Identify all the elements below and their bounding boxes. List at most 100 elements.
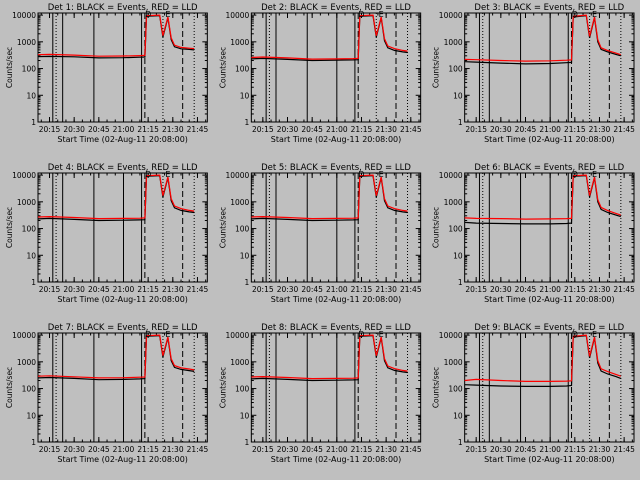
x-tick-label: 20:30: [277, 445, 299, 454]
y-axis-label: Counts/sec: [432, 47, 441, 88]
marker-label: E: [592, 10, 597, 19]
y-tick-label: 1000: [17, 198, 36, 207]
y-tick-label: 10: [453, 251, 463, 260]
x-tick-label: 20:15: [465, 445, 487, 454]
series-line-lld: [251, 174, 408, 220]
y-tick-label: 10000: [439, 171, 463, 180]
y-tick-label: 10000: [439, 331, 463, 340]
x-tick-label: 21:45: [613, 285, 635, 294]
y-axis-label: Counts/sec: [5, 367, 14, 408]
y-tick-label: 100: [22, 65, 37, 74]
x-tick-label: 21:45: [187, 445, 209, 454]
plot-frame: [464, 12, 635, 123]
x-tick-label: 21:00: [113, 285, 135, 294]
panel-det-5: Det 5: BLACK = Events, RED = LLD 1 10 100 10…: [218, 163, 421, 304]
x-tick-label: 20:45: [515, 285, 537, 294]
x-tick-label: 21:30: [162, 445, 184, 454]
x-tick-label: 20:30: [63, 125, 85, 134]
y-tick-label: 1000: [444, 198, 463, 207]
x-tick-label: 21:30: [162, 125, 184, 134]
x-tick-label: 20:30: [277, 125, 299, 134]
panel-det-7: Det 7: BLACK = Events, RED = LLD 1 10 100 10…: [5, 323, 208, 464]
x-tick-label: 20:30: [490, 125, 512, 134]
y-axis-label: Counts/sec: [5, 207, 14, 248]
x-axis-label: Start Time (02-Aug-11 20:08:00): [57, 455, 188, 464]
marker-label: E: [165, 10, 170, 19]
x-tick-label: 21:15: [137, 445, 159, 454]
x-tick-label: 21:00: [326, 445, 348, 454]
marker-label: D: [572, 170, 578, 179]
plot-frame: [37, 12, 208, 123]
x-tick-label: 20:30: [277, 285, 299, 294]
x-axis-label: Start Time (02-Aug-11 20:08:00): [484, 295, 615, 304]
x-tick-label: 21:15: [351, 285, 373, 294]
marker-label: D: [145, 10, 151, 19]
y-tick-label: 1: [458, 118, 463, 127]
y-axis-label: Counts/sec: [5, 47, 14, 88]
y-tick-label: 10000: [12, 171, 36, 180]
x-tick-label: 21:45: [400, 285, 422, 294]
y-tick-label: 1: [245, 118, 250, 127]
x-axis-label: Start Time (02-Aug-11 20:08:00): [271, 295, 402, 304]
x-tick-label: 20:30: [63, 445, 85, 454]
chart-title: Det 2: BLACK = Events, RED = LLD: [261, 3, 411, 13]
plot-frame: [37, 172, 208, 283]
y-tick-label: 1000: [444, 38, 463, 47]
series-line-events: [464, 15, 621, 65]
x-tick-label: 20:30: [490, 285, 512, 294]
series-line-lld: [37, 174, 195, 220]
x-tick-label: 21:00: [539, 285, 561, 294]
panel-det-6: Det 6: BLACK = Events, RED = LLD 1 10 100 10…: [432, 163, 635, 304]
marker-label: E: [165, 170, 170, 179]
y-tick-label: 100: [448, 65, 463, 74]
x-tick-label: 21:15: [351, 445, 373, 454]
series-line-lld: [251, 334, 408, 380]
x-tick-label: 21:30: [375, 125, 397, 134]
x-tick-label: 21:30: [162, 285, 184, 294]
marker-label: D: [572, 330, 578, 339]
x-tick-label: 21:00: [113, 125, 135, 134]
x-tick-label: 20:15: [252, 445, 274, 454]
series-line-lld: [37, 334, 195, 379]
y-tick-label: 10000: [439, 11, 463, 20]
x-tick-label: 21:45: [613, 445, 635, 454]
plot-frame: [250, 172, 422, 283]
x-tick-label: 21:45: [400, 445, 422, 454]
marker-label: E: [592, 330, 597, 339]
y-axis-label: Counts/sec: [218, 207, 227, 248]
marker-label: E: [379, 170, 384, 179]
marker-label: D: [572, 10, 578, 19]
panel-det-2: Det 2: BLACK = Events, RED = LLD 1 10 100 10…: [218, 3, 421, 144]
y-tick-label: 1: [458, 438, 463, 447]
x-tick-label: 21:15: [137, 285, 159, 294]
y-axis-label: Counts/sec: [218, 47, 227, 88]
x-tick-label: 20:15: [465, 125, 487, 134]
marker-label: D: [358, 10, 364, 19]
y-tick-label: 1000: [230, 358, 249, 367]
y-tick-label: 100: [448, 385, 463, 394]
y-tick-label: 10: [26, 411, 36, 420]
chart-title: Det 8: BLACK = Events, RED = LLD: [261, 323, 411, 333]
marker-label: D: [358, 170, 364, 179]
x-tick-label: 20:45: [88, 125, 110, 134]
plot-frame: [464, 172, 635, 283]
series-line-lld: [464, 14, 621, 62]
y-tick-label: 100: [22, 385, 37, 394]
y-tick-label: 1: [245, 438, 250, 447]
y-tick-label: 10: [240, 411, 250, 420]
plot-frame: [37, 332, 208, 443]
x-tick-label: 21:00: [539, 125, 561, 134]
panel-det-8: Det 8: BLACK = Events, RED = LLD 1 10 100 10…: [218, 323, 421, 464]
marker-label: E: [379, 330, 384, 339]
x-tick-label: 21:45: [187, 125, 209, 134]
plot-frame: [250, 12, 422, 123]
x-tick-label: 20:45: [88, 445, 110, 454]
x-tick-label: 21:00: [113, 445, 135, 454]
y-tick-label: 1000: [17, 38, 36, 47]
x-axis-label: Start Time (02-Aug-11 20:08:00): [271, 135, 402, 144]
x-tick-label: 21:00: [539, 445, 561, 454]
y-tick-label: 10: [26, 91, 36, 100]
y-tick-label: 100: [235, 385, 250, 394]
x-axis-label: Start Time (02-Aug-11 20:08:00): [484, 455, 615, 464]
